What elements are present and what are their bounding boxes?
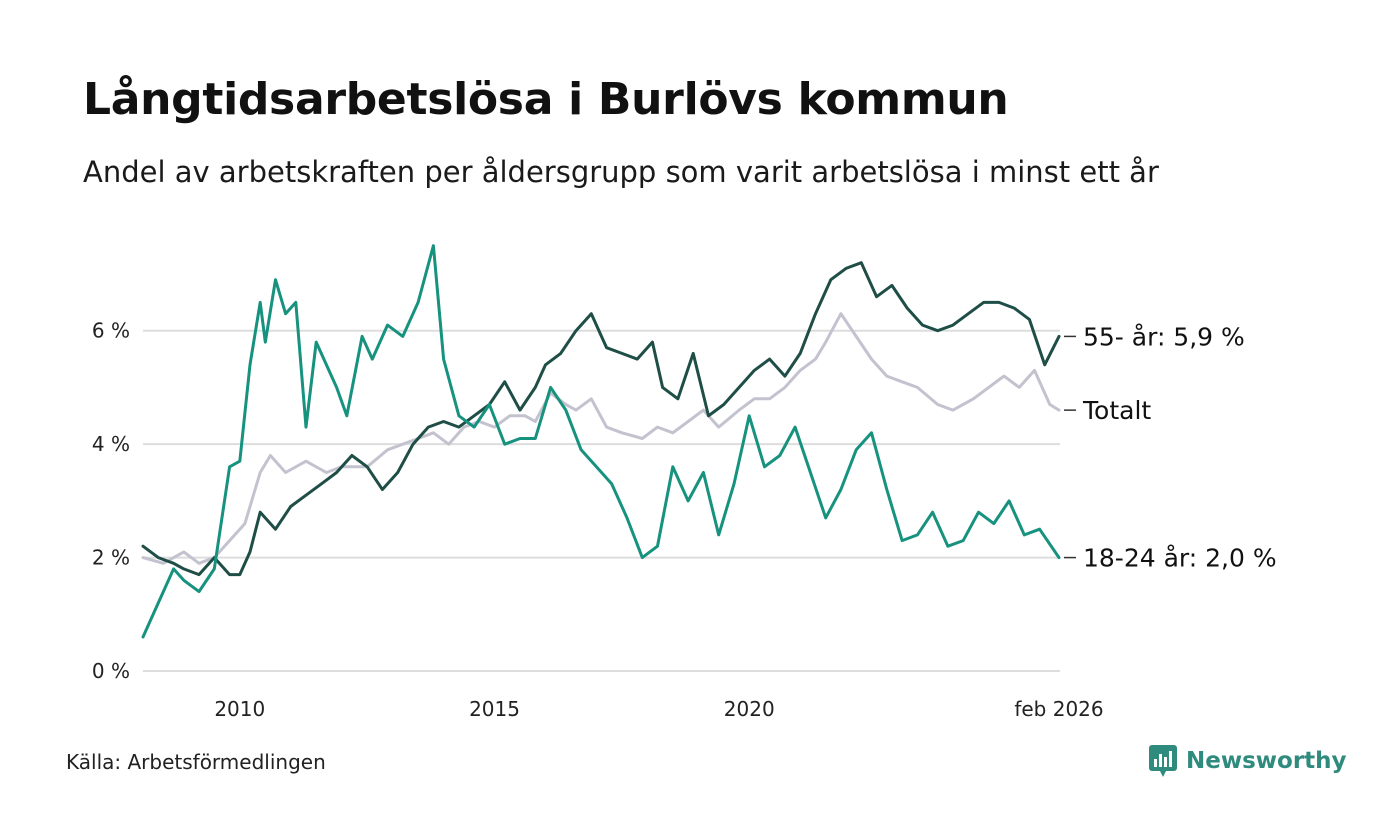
y-tick-label: 0 %: [92, 659, 130, 683]
y-tick-label: 4 %: [92, 432, 130, 456]
grid-layer: [143, 329, 1060, 672]
series-line-18-24-r: [141, 244, 1061, 639]
brand-name: Newsworthy: [1186, 748, 1347, 774]
x-tick-label: 2020: [724, 697, 775, 721]
source-note: Källa: Arbetsförmedlingen: [66, 750, 326, 774]
end-label-totalt: Totalt: [1082, 396, 1151, 425]
y-tick-label: 6 %: [92, 319, 130, 343]
y-tick-label: 2 %: [92, 546, 130, 570]
x-tick-label: 2010: [214, 697, 265, 721]
x-tick-label: feb 2026: [1014, 697, 1103, 721]
series-line-55-r: [141, 261, 1061, 577]
end-label-55-r: 55- år: 5,9 %: [1083, 322, 1245, 351]
end-label-18-24-r: 18-24 år: 2,0 %: [1083, 544, 1277, 573]
end-labels: Totalt 55- år: 5,9 % 18-24 år: 2,0 %: [1063, 322, 1277, 573]
chart-title: Långtidsarbetslösa i Burlövs kommun: [83, 74, 1009, 125]
newsworthy-logo-icon: [1149, 745, 1177, 777]
brand-logo[interactable]: Newsworthy: [1148, 744, 1347, 778]
series-line-totalt: [141, 312, 1061, 565]
y-axis: 0 % 2 % 4 % 6 %: [92, 319, 130, 683]
x-tick-label: 2015: [469, 697, 520, 721]
series-layer: [141, 244, 1061, 639]
x-axis: 2010 2015 2020 feb 2026: [214, 697, 1103, 721]
chart-subtitle: Andel av arbetskraften per åldersgrupp s…: [83, 155, 1159, 189]
